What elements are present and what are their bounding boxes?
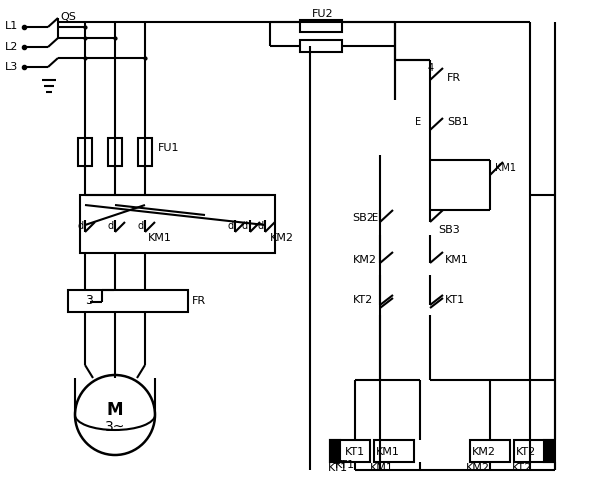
Bar — [78, 138, 92, 166]
Text: KT2: KT2 — [512, 463, 532, 473]
Text: FU1: FU1 — [158, 143, 179, 153]
Text: SB3: SB3 — [438, 225, 460, 235]
Text: M: M — [107, 401, 123, 419]
Text: KM2: KM2 — [353, 255, 377, 265]
Text: FR: FR — [447, 73, 461, 83]
Text: d: d — [227, 221, 233, 231]
Bar — [470, 440, 510, 462]
Text: L2: L2 — [5, 42, 18, 52]
Text: d: d — [257, 221, 263, 231]
Bar — [330, 440, 370, 462]
Text: KM1: KM1 — [445, 255, 469, 265]
Text: KM1: KM1 — [376, 447, 400, 457]
Text: KT2: KT2 — [353, 295, 373, 305]
Bar — [68, 290, 188, 312]
Text: E: E — [372, 213, 378, 223]
Text: KM2: KM2 — [270, 233, 294, 243]
Text: SB1: SB1 — [447, 117, 468, 127]
Text: E: E — [415, 117, 421, 127]
Text: KM1: KM1 — [370, 463, 394, 473]
Text: KM2: KM2 — [472, 447, 496, 457]
Text: KT1: KT1 — [328, 463, 348, 473]
Text: KT1: KT1 — [445, 295, 465, 305]
Text: 4: 4 — [428, 63, 434, 73]
Text: FR: FR — [192, 296, 206, 306]
Text: KT1: KT1 — [345, 447, 365, 457]
Text: L1: L1 — [5, 21, 18, 31]
Bar — [544, 440, 554, 462]
Text: KT2: KT2 — [516, 447, 536, 457]
Bar — [108, 138, 122, 166]
Text: KM1: KM1 — [495, 163, 516, 173]
Bar — [374, 440, 414, 462]
Text: d: d — [242, 221, 248, 231]
Text: KM2: KM2 — [466, 463, 490, 473]
Bar — [514, 440, 554, 462]
Text: KM1: KM1 — [148, 233, 172, 243]
Bar — [138, 138, 152, 166]
Bar — [80, 195, 275, 253]
Text: L3: L3 — [5, 62, 18, 72]
Text: 3~: 3~ — [105, 420, 125, 434]
Bar — [300, 40, 342, 52]
Bar — [300, 20, 342, 32]
Text: SB2: SB2 — [352, 213, 374, 223]
Text: KT1: KT1 — [335, 460, 355, 470]
Text: QS: QS — [60, 12, 76, 22]
Text: d: d — [77, 221, 83, 231]
Text: 3: 3 — [85, 295, 93, 307]
Text: FU2: FU2 — [312, 9, 333, 19]
Text: d: d — [137, 221, 143, 231]
Bar — [330, 440, 340, 462]
Text: d: d — [107, 221, 113, 231]
